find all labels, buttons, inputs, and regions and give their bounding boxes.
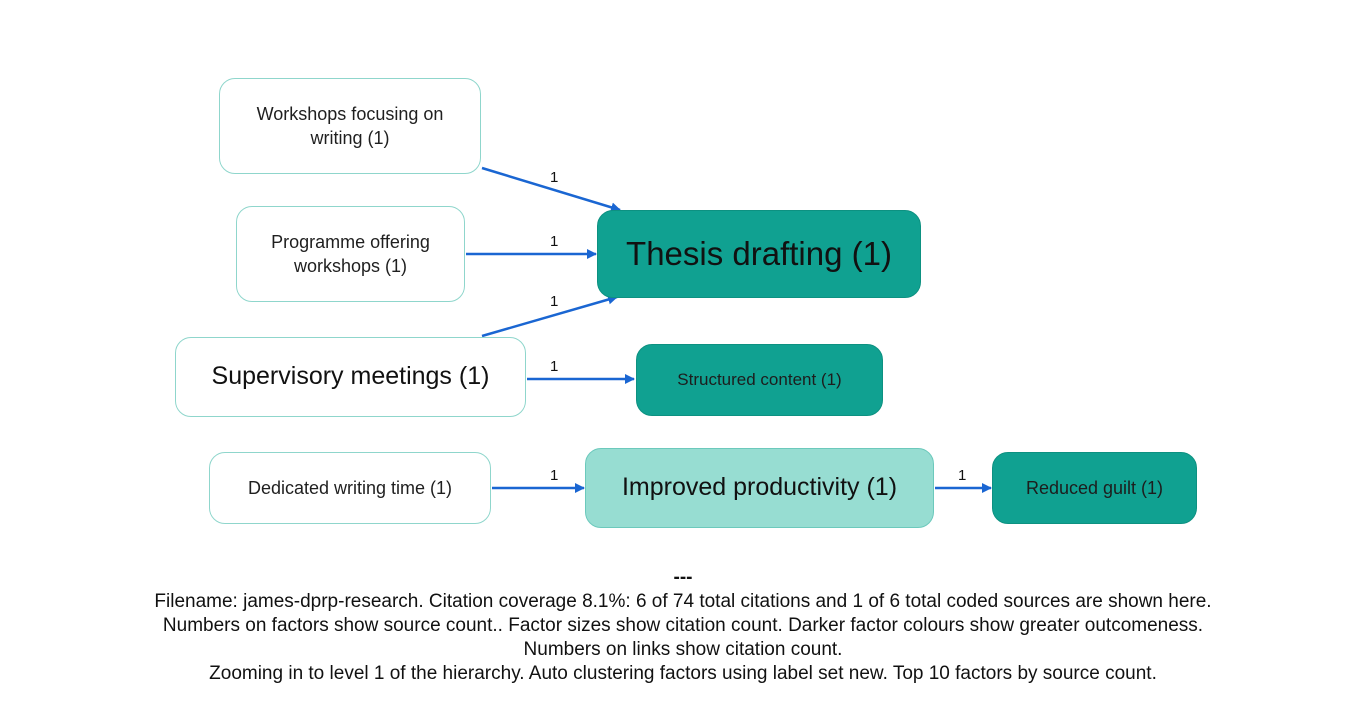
factor-label: Programme offering workshops (1) xyxy=(271,231,430,276)
caption-separator: --- xyxy=(673,567,693,588)
factor-node-programme-workshops[interactable]: Programme offering workshops (1) xyxy=(236,206,465,302)
edges-layer: 1 1 1 1 1 1 xyxy=(466,166,992,493)
edge-label-supervisory-to-thesis: 1 xyxy=(550,293,558,310)
factor-node-thesis-drafting[interactable]: Thesis drafting (1) xyxy=(597,210,921,298)
factor-label: Reduced guilt (1) xyxy=(1025,477,1164,498)
factor-label: Workshops focusing on writing (1) xyxy=(256,103,444,148)
edge-workshops-to-thesis[interactable] xyxy=(481,166,621,213)
map-caption: --- Filename: james-dprp-research. Citat… xyxy=(0,566,1366,686)
factor-node-structured-content[interactable]: Structured content (1) xyxy=(636,344,883,416)
factor-node-dedicated-writing-time[interactable]: Dedicated writing time (1) xyxy=(209,452,491,524)
factor-label: Thesis drafting (1) xyxy=(626,234,892,272)
edge-label-productivity-to-guilt: 1 xyxy=(958,467,966,484)
edge-supervisory-to-thesis[interactable] xyxy=(481,294,618,338)
factor-label: Structured content (1) xyxy=(677,369,842,389)
edge-label-workshops-to-thesis: 1 xyxy=(550,169,558,186)
edge-label-dedicated-to-productivity: 1 xyxy=(550,467,558,484)
factor-node-supervisory-meetings[interactable]: Supervisory meetings (1) xyxy=(175,337,526,417)
caption-line-zoom: Zooming in to level 1 of the hierarchy. … xyxy=(209,663,1157,684)
factor-label: Supervisory meetings (1) xyxy=(211,362,490,391)
edge-label-programme-to-thesis: 1 xyxy=(550,233,558,250)
caption-line-legend: Numbers on factors show source count.. F… xyxy=(162,615,1204,636)
factor-node-workshops-writing[interactable]: Workshops focusing on writing (1) xyxy=(219,78,481,174)
caption-line-links: Numbers on links show citation count. xyxy=(523,639,843,660)
factor-label: Improved productivity (1) xyxy=(621,473,898,502)
factor-label: Dedicated writing time (1) xyxy=(247,477,453,498)
factor-node-reduced-guilt[interactable]: Reduced guilt (1) xyxy=(992,452,1197,524)
edge-label-supervisory-to-structured: 1 xyxy=(550,358,558,375)
factor-node-improved-productivity[interactable]: Improved productivity (1) xyxy=(585,448,934,528)
caption-line-filename: Filename: james-dprp-research. Citation … xyxy=(154,591,1212,612)
